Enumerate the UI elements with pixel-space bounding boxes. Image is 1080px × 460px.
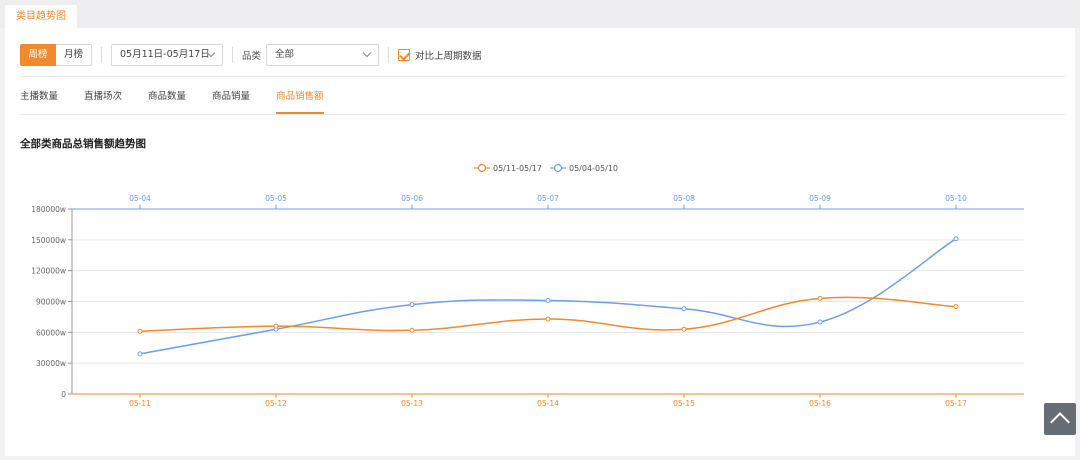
data-point <box>409 327 415 333</box>
x-top-tick-label: 05-09 <box>809 194 831 203</box>
period-toggle: 周榜 月榜 <box>20 44 92 66</box>
divider <box>20 114 1065 115</box>
data-point <box>953 236 959 242</box>
category-value: 全部 <box>275 49 295 60</box>
x-top-tick-label: 05-08 <box>673 194 695 203</box>
x-top-tick-label: 05-05 <box>265 194 287 203</box>
legend-label: 05/04-05/10 <box>569 164 618 173</box>
divider <box>232 47 233 63</box>
legend: 05/11-05/17 05/04-05/10 <box>474 163 618 173</box>
y-tick-label: 0 <box>61 390 66 399</box>
date-range-value: 05月11日-05月17日 <box>120 49 210 60</box>
data-point <box>681 326 687 332</box>
tab-category-trend[interactable]: 类目趋势图 <box>5 5 77 28</box>
tab-live-sessions[interactable]: 直播场次 <box>84 91 123 102</box>
data-point <box>137 351 143 357</box>
date-range-select[interactable]: 05月11日-05月17日 <box>111 44 223 66</box>
x-bottom-tick-label: 05-15 <box>673 399 695 408</box>
y-tick-label: 180000w <box>31 205 66 214</box>
tab-anchor-count[interactable]: 主播数量 <box>20 91 59 102</box>
data-point <box>545 316 551 322</box>
y-tick-label: 120000w <box>31 267 66 276</box>
x-bottom-tick-label: 05-17 <box>945 399 967 408</box>
weekly-button[interactable]: 周榜 <box>20 44 56 66</box>
x-bottom-tick-label: 05-13 <box>401 399 423 408</box>
tab-product-count[interactable]: 商品数量 <box>148 91 187 102</box>
x-bottom-tick-label: 05-16 <box>809 399 831 408</box>
x-top-tick-label: 05-06 <box>401 194 423 203</box>
x-top-tick-label: 05-07 <box>537 194 559 203</box>
compare-checkbox[interactable] <box>398 49 411 61</box>
data-point <box>817 295 823 301</box>
main-panel: 周榜 月榜 05月11日-05月17日 品类 全部 对比上周期数据 主播数量 直… <box>5 28 1075 456</box>
divider <box>388 47 390 63</box>
divider <box>20 76 1065 77</box>
metric-tabs: 主播数量 直播场次 商品数量 商品销量 商品销售额 <box>20 90 350 114</box>
category-label: 品类 <box>242 51 262 62</box>
x-bottom-tick-label: 05-11 <box>129 399 151 408</box>
data-point <box>273 323 279 329</box>
x-bottom-tick-label: 05-12 <box>265 399 287 408</box>
y-tick-label: 90000w <box>36 298 66 307</box>
y-tick-label: 150000w <box>31 236 66 245</box>
tab-product-sales-amount[interactable]: 商品销售额 <box>276 90 324 114</box>
filter-toolbar: 周榜 月榜 05月11日-05月17日 品类 全部 对比上周期数据 <box>20 44 482 66</box>
category-select[interactable]: 全部 <box>266 44 380 66</box>
data-point <box>681 306 687 312</box>
tab-product-sales-volume[interactable]: 商品销量 <box>212 91 251 102</box>
legend-marker <box>553 163 563 173</box>
x-bottom-tick-label: 05-14 <box>537 399 559 408</box>
series-line-previous <box>139 238 957 355</box>
y-tick-label: 60000w <box>36 328 66 337</box>
data-point <box>137 328 143 334</box>
x-top-tick-label: 05-04 <box>129 194 151 203</box>
back-to-top-button[interactable] <box>1044 403 1076 435</box>
y-tick-label: 30000w <box>36 359 66 368</box>
divider <box>101 47 102 63</box>
data-point <box>953 304 959 310</box>
data-point <box>409 302 415 308</box>
legend-label: 05/11-05/17 <box>493 164 542 173</box>
data-point <box>545 297 551 303</box>
chart-title: 全部类商品总销售额趋势图 <box>20 138 146 150</box>
top-tab-bar: 类目趋势图 <box>0 0 1080 28</box>
monthly-button[interactable]: 月榜 <box>56 44 92 66</box>
data-point <box>817 319 823 325</box>
x-top-tick-label: 05-10 <box>945 194 967 203</box>
compare-label: 对比上周期数据 <box>415 51 482 62</box>
legend-marker <box>477 163 487 173</box>
